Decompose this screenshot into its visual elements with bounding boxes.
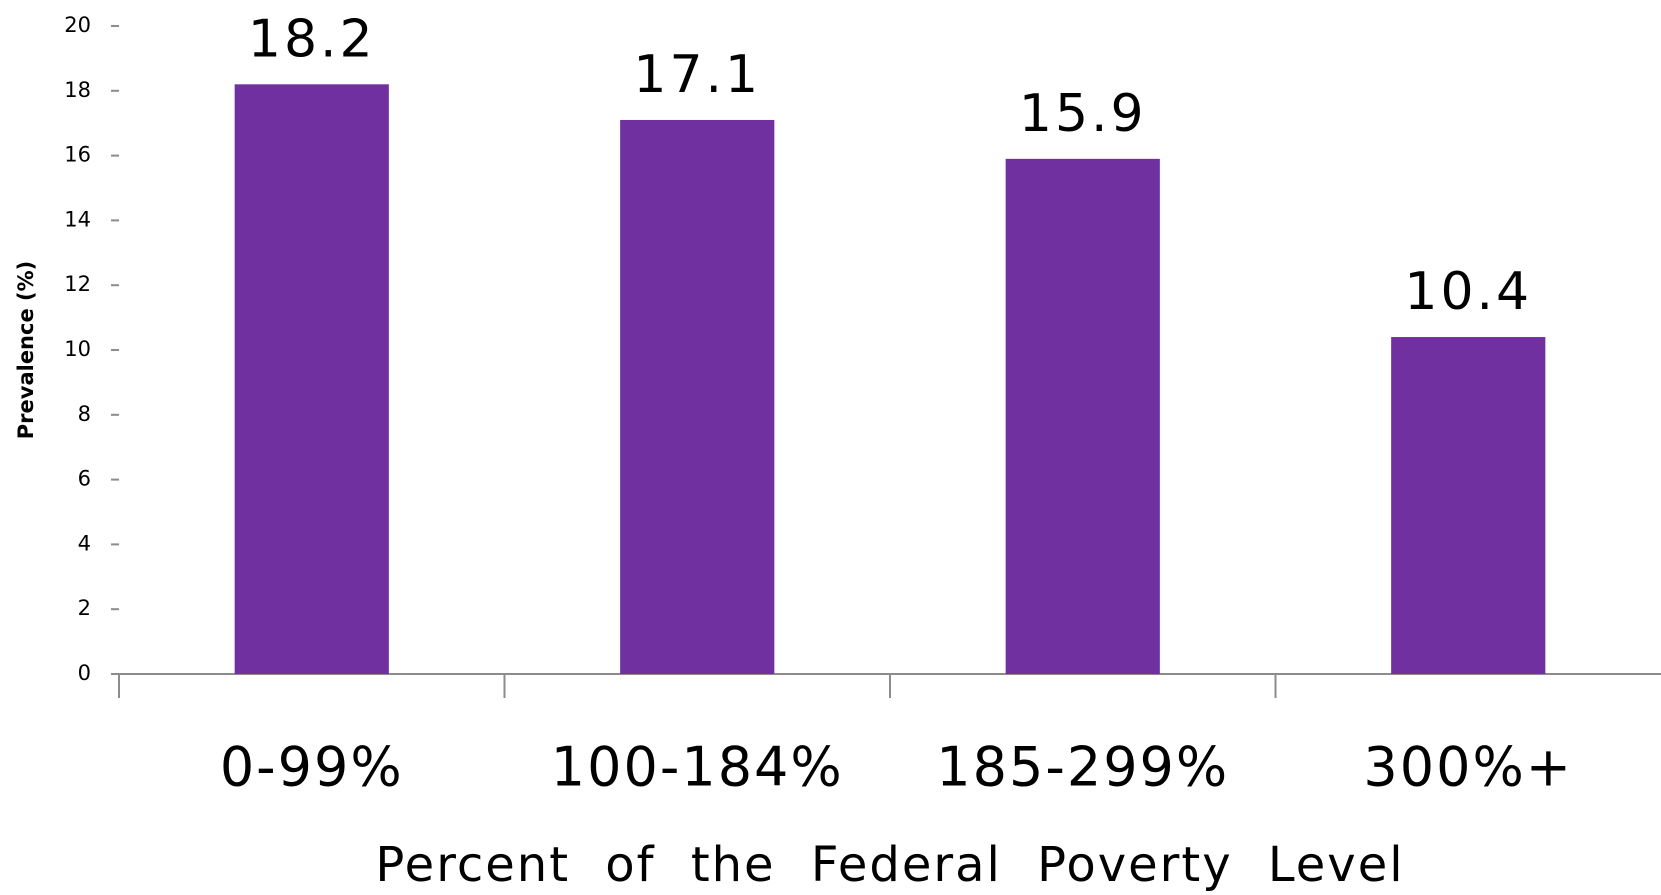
y-tick-label: 20 (64, 13, 91, 37)
y-tick-label: 4 (78, 531, 91, 555)
y-tick-label: 2 (78, 596, 91, 620)
y-tick-label: 12 (64, 272, 91, 296)
y-tick-label: 18 (64, 78, 91, 102)
x-tick-label: 185-299% (936, 736, 1229, 799)
value-label: 15.9 (1019, 84, 1147, 144)
y-tick-label: 6 (78, 467, 91, 491)
y-axis-title: Prevalence (%) (14, 261, 38, 439)
x-tick-label: 300%+ (1363, 736, 1573, 799)
y-tick-label: 14 (64, 207, 91, 231)
bar (234, 84, 389, 674)
bar (1391, 337, 1546, 674)
x-axis-title: Percent of the Federal Poverty Level (375, 837, 1404, 893)
y-tick-label: 16 (64, 143, 91, 167)
x-tick-label: 0-99% (220, 736, 404, 799)
y-tick-label: 0 (78, 661, 91, 685)
bar (1005, 158, 1160, 675)
value-label: 17.1 (633, 45, 761, 105)
y-tick-label: 8 (78, 402, 91, 426)
value-label: 10.4 (1404, 262, 1532, 322)
value-label: 18.2 (248, 9, 376, 69)
x-tick-label: 100-184% (551, 736, 844, 799)
y-tick-label: 10 (64, 337, 91, 361)
bar (620, 119, 775, 674)
